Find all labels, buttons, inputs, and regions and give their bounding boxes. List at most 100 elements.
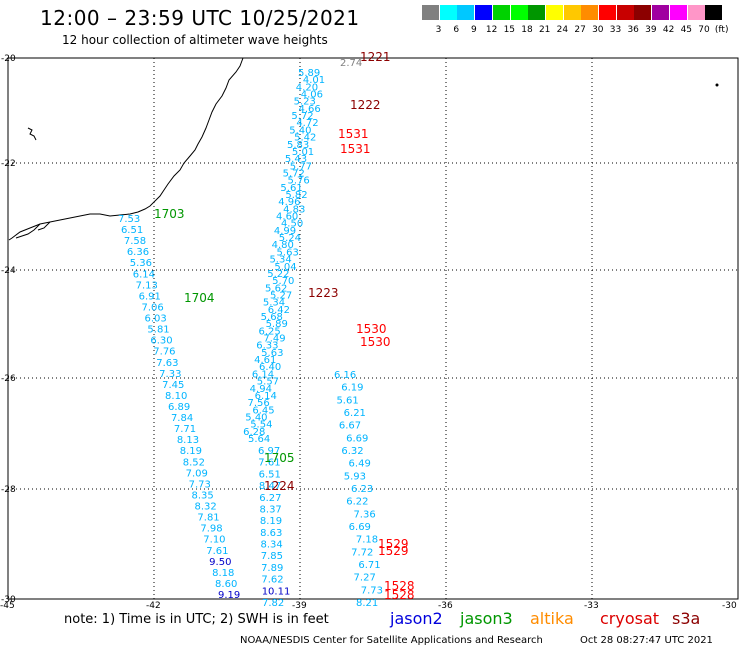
pass-time-label: 1531: [338, 127, 369, 141]
wave-height-value: 5.63: [277, 247, 299, 258]
wave-height-value: 6.14: [252, 369, 274, 380]
wave-height-value: 7.62: [261, 575, 283, 586]
wave-height-value: 7.18: [356, 535, 378, 546]
wave-height-value: 4.99: [274, 226, 296, 237]
legend-label: 24: [556, 25, 569, 35]
legend-label: 6: [453, 25, 460, 35]
wave-height-value: 7.06: [142, 302, 164, 313]
timestamp: Oct 28 08:27:47 UTC 2021: [580, 635, 713, 646]
wave-height-value: 5.40: [245, 412, 267, 423]
wave-height-value: 5.68: [261, 312, 283, 323]
legend-swatch: [422, 5, 439, 20]
wave-height-value: 4.01: [303, 75, 325, 86]
wave-height-value: 4.94: [250, 384, 272, 395]
lon-label: -36: [438, 601, 453, 610]
wave-height-value: 6.14: [255, 391, 277, 402]
map-subtitle: 12 hour collection of altimeter wave hei…: [62, 33, 328, 47]
wave-height-value: 5.70: [272, 276, 294, 287]
wave-height-value: 7.76: [153, 347, 175, 358]
wave-height-value: 6.45: [252, 405, 274, 416]
wave-height-value: 6.69: [346, 433, 368, 444]
wave-height-value: 6.51: [121, 225, 143, 236]
wave-height-value: 5.83: [287, 140, 309, 151]
wave-height-value: 5.40: [289, 125, 311, 136]
lat-label: -20: [1, 54, 16, 64]
wave-height-value: 7.45: [162, 380, 184, 391]
wave-height-value: 7.36: [353, 509, 375, 520]
legend-swatch: [669, 5, 687, 20]
wave-height-value: 5.72: [291, 111, 313, 122]
legend-swatch: [475, 5, 493, 20]
pass-time-label: 1222: [350, 98, 381, 112]
wave-height-value: 10.11: [262, 586, 291, 597]
wave-height-value: 8.21: [356, 598, 378, 609]
legend-label: 70: [698, 25, 710, 35]
wave-height-value: 8.47: [259, 481, 281, 492]
legend-swatch: [545, 5, 563, 20]
wave-height-value: 6.22: [346, 497, 368, 508]
wave-height-value: 7.89: [261, 563, 283, 574]
legend-label: 33: [609, 25, 622, 35]
wave-height-value: 7.63: [156, 358, 178, 369]
wave-height-value: 6.97: [258, 446, 280, 457]
wave-height-value: 7.27: [354, 573, 376, 584]
wave-height-value: 6.36: [127, 247, 149, 258]
legend-label: 15: [503, 25, 516, 35]
wave-height-value: 4.80: [272, 240, 294, 251]
wave-height-value: 5.54: [250, 420, 272, 431]
satellite-name: jason3: [460, 609, 513, 628]
satellite-name: s3a: [672, 609, 701, 628]
wave-height-value: 7.73: [361, 585, 383, 596]
pass-time-label: 1528: [384, 579, 415, 593]
pass-time-label: 1530: [356, 322, 387, 336]
wave-height-value: 5.61: [336, 395, 358, 406]
lat-label: -28: [1, 485, 16, 495]
wave-height-value: 6.27: [259, 493, 281, 504]
wave-height-value: 5.22: [267, 269, 289, 280]
wave-height-value: 5.23: [294, 97, 316, 108]
legend-swatch: [510, 5, 528, 20]
wave-height-value: 8.10: [165, 391, 187, 402]
legend-swatch: [492, 5, 510, 20]
map-frame: [7, 57, 739, 600]
island: [27, 127, 37, 141]
wave-height-value: 6.71: [358, 560, 380, 571]
wave-height-value: 6.03: [144, 314, 166, 325]
wave-height-value: 7.10: [203, 535, 225, 546]
legend-label: 36: [627, 25, 639, 35]
wave-height-value: 5.76: [288, 176, 310, 187]
legend-label: 42: [662, 25, 675, 35]
wave-height-value: 6.21: [344, 408, 366, 419]
satellite-name: cryosat: [600, 609, 660, 628]
wave-height-value: 8.52: [183, 457, 205, 468]
lon-label: -39: [292, 601, 307, 610]
wave-height-value: 7.82: [262, 598, 284, 609]
wave-height-value: 7.81: [197, 513, 219, 524]
wave-height-value: 7.13: [136, 280, 158, 291]
wave-height-value: 5.42: [294, 133, 316, 144]
footnote: note: 1) Time is in UTC; 2) SWH is in fe…: [64, 612, 329, 627]
wave-height-value: 6.69: [349, 522, 371, 533]
lat-label: -22: [1, 159, 16, 169]
wave-height-value: 6.40: [259, 362, 281, 373]
wave-height-value: 8.19: [180, 446, 202, 457]
wave-height-value: 6.33: [256, 341, 278, 352]
legend-swatch: [687, 5, 705, 20]
wave-height-value: 5.57: [257, 377, 279, 388]
wave-height-value: 6.51: [259, 469, 281, 480]
legend-swatch: [705, 5, 723, 20]
lat-label: -24: [1, 266, 16, 276]
legend-label: 45: [680, 25, 693, 35]
legend-label: (ft): [714, 25, 729, 35]
pass-time-label: 1704: [184, 291, 215, 305]
legend-label: 3: [435, 25, 442, 35]
wave-height-value: 4.06: [301, 90, 323, 101]
wave-height-value: 8.18: [212, 568, 234, 579]
legend-label: 12: [485, 25, 498, 35]
wave-height-value: 6.14: [133, 269, 155, 280]
island-dot: [715, 83, 719, 87]
legend-label: 27: [574, 25, 586, 35]
wave-height-value: 2.74: [340, 58, 362, 69]
wave-height-value: 5.81: [147, 325, 169, 336]
legend-swatch: [652, 5, 670, 20]
